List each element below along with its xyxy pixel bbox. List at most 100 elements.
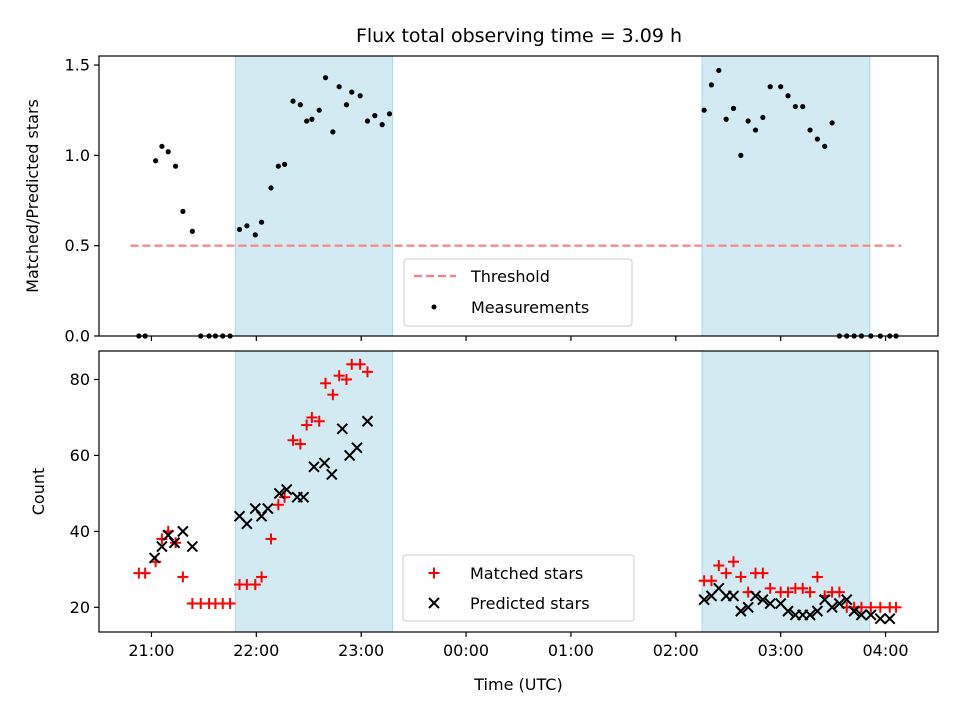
ratio-y-tick-label: 0.0 — [65, 327, 90, 346]
legend-predicted-swatch — [428, 597, 440, 609]
predicted-star-point — [326, 468, 338, 481]
measurement-point — [792, 103, 798, 110]
measurement-point — [800, 103, 806, 110]
measurement-point — [258, 219, 265, 225]
measurement-point — [379, 122, 385, 128]
measurement-point — [372, 113, 378, 119]
ratio-y-tick-label: 0.5 — [65, 236, 90, 255]
matched-star-point — [705, 575, 717, 587]
matched-star-point — [287, 434, 299, 446]
ratio-panel-frame — [98, 55, 939, 337]
predicted-star-point — [698, 594, 710, 606]
predicted-star-point — [281, 483, 293, 496]
measurement-point — [322, 75, 329, 81]
predicted-star-point — [742, 601, 754, 614]
matched-star-point — [272, 499, 284, 511]
measurement-point — [364, 118, 371, 124]
count-y-tick-label: 80 — [70, 370, 90, 389]
count-legend: Matched stars Predicted stars — [402, 554, 635, 622]
measurement-point — [829, 120, 835, 126]
matched-star-point — [833, 586, 845, 598]
matched-star-point — [804, 586, 816, 598]
predicted-star-point — [156, 540, 168, 553]
predicted-star-point — [297, 491, 310, 503]
matched-star-point — [177, 571, 189, 583]
measurement-point — [814, 136, 820, 142]
predicted-star-point — [749, 590, 762, 602]
measurement-point — [304, 118, 310, 124]
measurement-point — [189, 228, 195, 234]
predicted-star-point — [308, 461, 320, 473]
observing-window-2 — [701, 350, 871, 633]
x-tick-label: 00:00 — [443, 641, 489, 660]
measurement-point — [807, 127, 813, 133]
predicted-star-point — [273, 487, 286, 500]
x-tick-label: 23:00 — [338, 641, 384, 660]
matched-star-point — [361, 366, 373, 378]
matched-star-point — [306, 411, 318, 423]
measurement-point — [386, 111, 393, 117]
measurement-point — [268, 185, 274, 191]
chart-title: Flux total observing time = 3.09 h — [356, 25, 682, 47]
legend-plus-marker — [428, 567, 440, 579]
predicted-star-point — [361, 415, 374, 427]
predicted-star-point — [318, 457, 331, 469]
measurement-point — [236, 226, 243, 233]
measurement-point — [723, 116, 729, 122]
predicted-star-point — [186, 540, 199, 553]
predicted-star-point — [826, 601, 838, 614]
measurement-point — [778, 84, 784, 90]
matched-star-point — [720, 567, 732, 579]
ratio-legend: Threshold Measurements — [403, 258, 633, 327]
matched-star-point — [727, 556, 739, 568]
matched-star-point — [294, 438, 306, 450]
predicted-star-point — [241, 518, 253, 530]
matched-star-point — [757, 567, 769, 579]
measurement-point — [165, 149, 171, 155]
predicted-star-point — [177, 525, 189, 538]
predicted-star-point — [735, 605, 747, 617]
predicted-star-point — [336, 423, 349, 435]
matched-star-point — [265, 533, 277, 545]
predicted-star-point — [874, 613, 887, 625]
matched-star-point — [811, 571, 823, 583]
legend-x-marker — [428, 597, 440, 609]
matched-star-point — [797, 582, 809, 594]
measurement-point — [336, 84, 342, 90]
matched-star-point — [735, 571, 747, 583]
measurement-point — [701, 107, 707, 113]
matched-star-point — [354, 358, 366, 370]
matched-star-point — [865, 601, 877, 613]
x-axis-title: Time (UTC) — [473, 675, 562, 694]
measurement-point — [708, 82, 715, 88]
x-tick-label: 21:00 — [128, 641, 174, 660]
ratio-legend-box — [403, 258, 633, 327]
x-tick-label: 03:00 — [758, 641, 804, 660]
ratio-y-tick-label: 1.5 — [65, 56, 90, 75]
matched-star-point — [782, 586, 794, 598]
matched-star-point — [341, 373, 353, 385]
measurement-point — [349, 89, 355, 95]
matched-star-point — [256, 571, 268, 583]
predicted-star-point — [168, 537, 181, 549]
predicted-star-point — [782, 605, 794, 617]
predicted-star-point — [848, 605, 860, 617]
matched-star-point — [890, 601, 902, 613]
matched-star-point — [249, 579, 261, 591]
count-y-axis-title: Count — [29, 468, 48, 516]
measurement-point — [745, 118, 751, 124]
matched-star-point — [327, 389, 339, 401]
measurement-point — [159, 143, 165, 149]
measurement-point — [330, 129, 336, 135]
count-y-tick-label: 20 — [70, 598, 90, 617]
legend-threshold-label: Threshold — [470, 267, 550, 286]
measurement-point — [297, 102, 303, 108]
matched-star-point — [874, 601, 886, 613]
matched-star-point — [333, 370, 345, 382]
measurement-point — [822, 143, 828, 149]
ratio-y-tick-label: 1.0 — [65, 146, 90, 165]
matched-star-point — [139, 567, 151, 579]
predicted-star-point — [855, 609, 868, 621]
measurement-point — [767, 84, 773, 90]
